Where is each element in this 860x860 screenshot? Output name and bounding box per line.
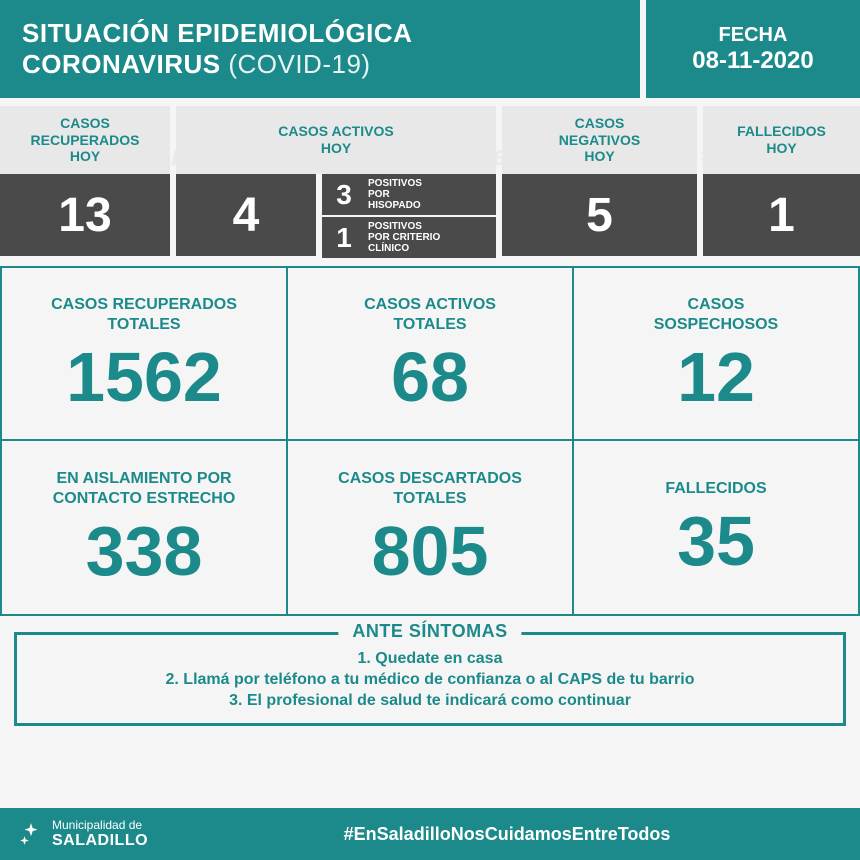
label-recovered-today: CASOS RECUPERADOS HOY [0,106,170,174]
totals-grid: CASOS RECUPERADOSTOTALES 1562 CASOS ACTI… [0,266,860,616]
total-active: CASOS ACTIVOSTOTALES 68 [288,266,574,441]
active-swab: 3 POSITIVOS POR HISOPADO [322,174,496,215]
footer-muni-line1: Municipalidad de [52,819,148,832]
active-breakdown: 3 POSITIVOS POR HISOPADO 1 POSITIVOS POR… [322,174,496,256]
date-value: 08-11-2020 [646,47,860,75]
total-deaths: FALLECIDOS 35 [574,441,860,616]
symptoms-line-2: 2. Llamá por teléfono a tu médico de con… [27,671,833,689]
today-values-row: 13 4 3 POSITIVOS POR HISOPADO 1 P [0,174,860,256]
today-labels-row: CASOS RECUPERADOS HOY CASOS ACTIVOS HOY … [0,106,860,174]
label-active-today: CASOS ACTIVOS HOY [176,106,496,174]
title-bold: CORONAVIRUS [22,49,221,79]
symptoms-line-1: 1. Quedate en casa [27,650,833,668]
header: SITUACIÓN EPIDEMIOLÓGICA CORONAVIRUS (CO… [0,0,860,98]
municipality-icon [18,821,44,847]
infographic-page: #Quedate enCasa #Quedate enCasa #Quedate… [0,0,860,860]
label-negative-today: CASOS NEGATIVOS HOY [502,106,697,174]
active-clinical: 1 POSITIVOS POR CRITERIO CLÍNICO [322,217,496,258]
header-date-block: FECHA 08-11-2020 [640,0,860,98]
title-line1: SITUACIÓN EPIDEMIOLÓGICA [22,18,618,49]
totals-row-2: EN AISLAMIENTO PORCONTACTO ESTRECHO 338 … [0,441,860,616]
symptoms-line-3: 3. El profesional de salud te indicará c… [27,692,833,710]
value-active-today-group: 4 3 POSITIVOS POR HISOPADO 1 POSITIVOS P… [176,174,496,256]
header-title-block: SITUACIÓN EPIDEMIOLÓGICA CORONAVIRUS (CO… [0,0,640,98]
footer: Municipalidad de SALADILLO #EnSaladilloN… [0,808,860,860]
value-deaths-today: 1 [703,174,860,256]
total-recovered: CASOS RECUPERADOSTOTALES 1562 [0,266,288,441]
title-line2: CORONAVIRUS (COVID-19) [22,49,618,80]
title-light: (COVID-19) [228,49,370,79]
footer-logo: Municipalidad de SALADILLO [18,819,148,850]
total-suspected: CASOSSOSPECHOSOS 12 [574,266,860,441]
value-recovered-today: 13 [0,174,170,256]
symptoms-box: ANTE SÍNTOMAS 1. Quedate en casa 2. Llam… [14,632,846,726]
label-deaths-today: FALLECIDOS HOY [703,106,860,174]
footer-hashtag: #EnSaladilloNosCuidamosEntreTodos [172,824,842,845]
symptoms-title: ANTE SÍNTOMAS [338,621,521,642]
totals-row-1: CASOS RECUPERADOSTOTALES 1562 CASOS ACTI… [0,266,860,441]
value-active-today: 4 [176,174,316,256]
total-discarded: CASOS DESCARTADOSTOTALES 805 [288,441,574,616]
footer-muni-line2: SALADILLO [52,832,148,850]
value-negative-today: 5 [502,174,697,256]
date-label: FECHA [646,24,860,47]
total-isolation: EN AISLAMIENTO PORCONTACTO ESTRECHO 338 [0,441,288,616]
